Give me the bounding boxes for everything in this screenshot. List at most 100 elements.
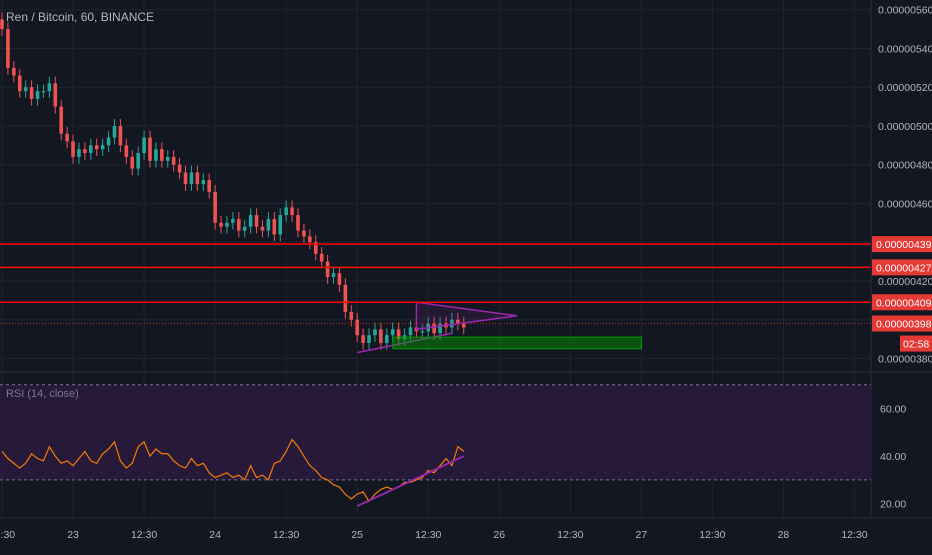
candle	[160, 149, 164, 161]
candle	[23, 87, 28, 92]
time-tick-label: 12:30	[557, 529, 583, 541]
candle	[17, 75, 22, 92]
candle	[112, 125, 117, 138]
triangle-pattern	[415, 301, 518, 331]
candle	[77, 149, 81, 157]
candle	[438, 323, 442, 334]
candle	[29, 87, 34, 99]
level-tag-label: 0.00000427	[876, 262, 932, 274]
price-tick-label: 0.00000480	[878, 160, 932, 172]
candle	[183, 172, 188, 185]
time-tick-label: 12:30	[0, 529, 15, 541]
candle	[319, 253, 324, 262]
level-tag-label: 0.00000398	[876, 319, 932, 331]
time-tick-label: 23	[67, 529, 79, 541]
candle	[177, 164, 182, 173]
time-tick-label: 12:30	[841, 529, 867, 541]
level-tag	[872, 236, 932, 253]
time-tick-label: 26	[493, 529, 505, 541]
candle	[278, 215, 283, 235]
candle	[171, 156, 176, 165]
candle	[124, 145, 129, 157]
candle	[35, 91, 40, 99]
level-tag	[872, 294, 932, 311]
rsi-title: RSI (14, close)	[6, 388, 79, 400]
candle	[130, 156, 135, 169]
candle	[355, 319, 359, 336]
candle	[284, 207, 288, 216]
candle	[308, 236, 312, 243]
candle	[71, 141, 75, 157]
candle	[266, 218, 271, 231]
candle	[248, 215, 253, 227]
rsi-tick-label: 40.00	[880, 451, 906, 463]
candle	[373, 329, 377, 336]
candle	[237, 218, 241, 231]
candle	[83, 149, 87, 154]
rsi-trendline	[356, 455, 465, 507]
level-tag-label: 0.00000439	[876, 239, 932, 251]
candle	[148, 137, 152, 161]
candle	[367, 335, 371, 343]
rsi-tick-label: 20.00	[880, 499, 906, 511]
candle	[290, 207, 294, 216]
rsi-band	[0, 384, 871, 480]
candle	[390, 329, 395, 336]
price-tick-label: 0.00000500	[878, 121, 932, 133]
time-tick-label: 12:30	[131, 529, 157, 541]
candle	[154, 149, 158, 161]
time-tick-label: 12:30	[273, 529, 299, 541]
time-tick-label: 28	[778, 529, 790, 541]
candle	[420, 331, 425, 333]
candle	[207, 180, 211, 192]
candle	[272, 218, 277, 235]
candle	[349, 311, 354, 320]
candle	[343, 284, 348, 312]
level-tag	[872, 315, 932, 332]
rsi-tick-label: 60.00	[880, 404, 906, 416]
countdown-label: 02:58	[903, 339, 929, 351]
candle	[106, 137, 111, 146]
candle	[313, 242, 318, 254]
countdown-tag	[900, 335, 932, 352]
candle	[6, 29, 10, 68]
candle	[189, 172, 194, 185]
price-tick-label: 0.00000560	[878, 5, 932, 17]
candle	[118, 125, 123, 146]
support-box	[392, 336, 642, 350]
candle	[296, 215, 300, 231]
candle	[379, 329, 383, 343]
candle	[260, 226, 265, 231]
candle	[361, 335, 365, 343]
candle	[231, 218, 235, 223]
candle	[450, 319, 454, 328]
candle	[225, 222, 229, 227]
candle	[396, 329, 401, 340]
price-tick-label: 0.00000380	[878, 353, 932, 365]
symbol-title: Ren / Bitcoin, 60, BINANCE	[6, 10, 155, 24]
time-tick-label: 12:30	[699, 529, 725, 541]
rsi-line	[1, 438, 465, 503]
candle	[195, 172, 200, 185]
candle	[0, 19, 4, 30]
candle	[461, 323, 466, 328]
candle	[53, 83, 58, 107]
candle	[165, 156, 170, 161]
candle	[89, 145, 93, 154]
candle	[142, 137, 146, 154]
level-tag-label: 0.00000409	[876, 297, 932, 309]
time-tick-label: 27	[636, 529, 648, 541]
price-tick-label: 0.00000460	[878, 198, 932, 210]
price-tick-label: 0.00000520	[878, 82, 932, 94]
candle	[47, 83, 52, 92]
candle	[456, 319, 460, 324]
candle	[213, 191, 217, 223]
candle	[254, 215, 259, 227]
price-tick-label: 0.00000540	[878, 43, 932, 55]
candle	[65, 133, 69, 142]
candle	[242, 226, 247, 231]
candle	[100, 145, 105, 150]
candle	[408, 327, 413, 336]
